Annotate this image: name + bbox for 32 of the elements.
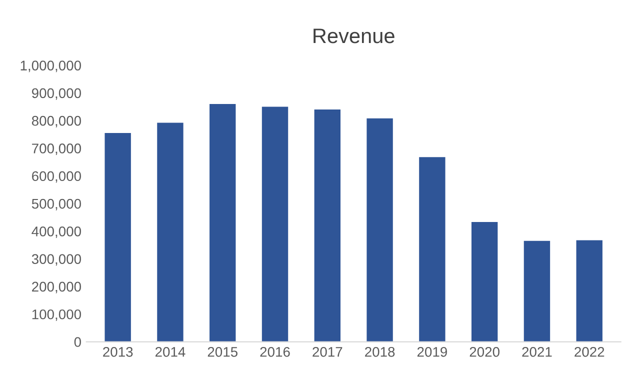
x-tick-label: 2016 [260,346,290,357]
x-tick-label: 2017 [312,346,342,357]
x-tick-label: 2020 [470,346,500,357]
y-tick-label: 600,000 [32,171,81,183]
x-tick-label: 2021 [522,346,552,357]
y-tick-label: 500,000 [32,198,81,210]
y-tick-label: 800,000 [32,116,81,128]
x-tick-label: 2022 [574,346,604,357]
bar [524,240,550,342]
y-tick-label: 900,000 [32,88,81,100]
x-tick-label: 2019 [417,346,447,357]
bar [104,133,131,342]
bar [471,222,498,342]
y-tick-label: 100,000 [32,309,81,321]
y-tick-label: 1,000,000 [20,60,81,72]
bar [210,104,236,342]
bar [419,157,446,342]
x-tick-label: 2014 [155,346,186,357]
y-tick-label: 200,000 [32,282,81,294]
bar [314,110,340,342]
chart-title: Revenue [314,28,394,44]
x-tick-label: 2013 [103,346,133,357]
bar [262,106,288,342]
bar [366,118,393,342]
y-tick-label: 700,000 [32,144,81,156]
bar [576,240,602,342]
y-tick-label: 300,000 [32,254,81,266]
bar [157,122,184,342]
y-tick-label: 0 [74,337,81,347]
x-tick-label: 2018 [365,346,395,357]
x-tick-label: 2015 [208,346,238,357]
y-tick-label: 400,000 [32,226,81,238]
